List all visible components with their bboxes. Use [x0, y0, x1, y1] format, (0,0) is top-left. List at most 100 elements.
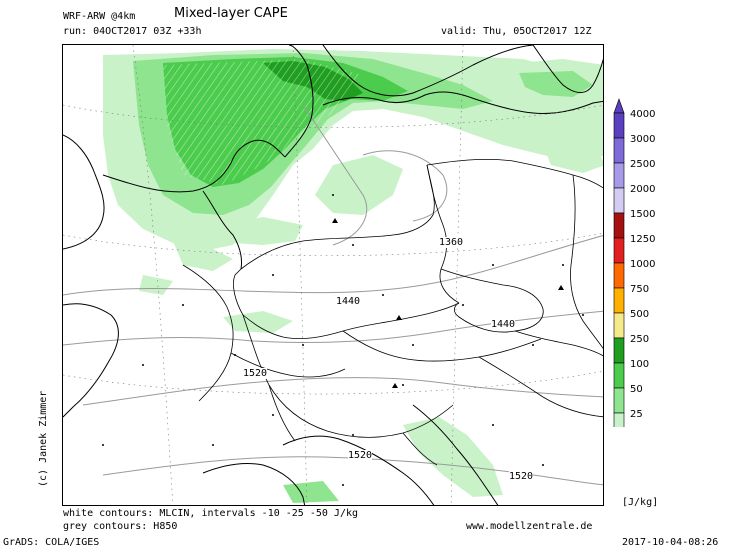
legend-swatch	[613, 412, 625, 427]
run-label: run: 04OCT2017 03Z +33h	[63, 26, 202, 37]
legend-label: 2000	[630, 184, 655, 195]
city-dot	[332, 194, 334, 196]
cape-area-hatched	[163, 59, 363, 185]
cape-area-bottom	[283, 481, 339, 503]
cape-area-central-1	[315, 155, 403, 215]
legend-swatch	[613, 287, 625, 314]
grid-line	[132, 45, 174, 505]
cape-area-ne-east	[543, 141, 603, 173]
city-dot	[182, 304, 184, 306]
coastline-east-sweden	[532, 45, 603, 93]
city-dot	[352, 434, 354, 436]
valid-label: valid: Thu, 05OCT2017 12Z	[441, 26, 592, 37]
author-credit: (c) Janek Zimmer	[38, 390, 49, 487]
legend-label: 500	[630, 309, 649, 320]
legend-label: 2500	[630, 159, 655, 170]
border-germany-east	[426, 164, 460, 304]
legend-label: 1000	[630, 259, 655, 270]
peak-marker	[392, 383, 398, 388]
legend-swatch	[613, 237, 625, 264]
border-ukraine	[570, 174, 603, 349]
coastline-mediterranean	[202, 462, 306, 505]
contour-label: 1520	[243, 368, 268, 379]
chart-title: Mixed-layer CAPE	[174, 6, 288, 21]
coastline-italy	[282, 435, 435, 505]
footer-software: GrADS: COLA/IGES	[3, 537, 100, 548]
city-dot	[234, 354, 236, 356]
border-germany-north	[240, 164, 435, 270]
h850-contour	[82, 377, 603, 406]
h850-contour	[63, 310, 603, 346]
legend-swatch	[613, 112, 625, 139]
border-austria	[342, 330, 542, 362]
city-dot	[582, 314, 584, 316]
coastline-scandinavia	[322, 45, 534, 97]
border-france-belgium	[182, 264, 234, 402]
border-poland	[426, 158, 603, 189]
grid-line	[63, 371, 603, 395]
cape-area-east-mid	[519, 71, 593, 97]
border-hungary	[478, 356, 603, 418]
border-alps	[242, 314, 454, 438]
legend-colorbar: 4000 3000 2500 2000 1500 1250 1000 750 500 250 100…	[613, 98, 655, 427]
legend-swatch	[613, 362, 625, 389]
coastline-netherlands	[202, 190, 242, 270]
legend-swatch	[613, 137, 625, 164]
coastline-uk	[63, 134, 105, 250]
legend-label: 100	[630, 359, 649, 370]
city-dot	[532, 344, 534, 346]
cape-map	[63, 45, 603, 505]
coastline-denmark	[284, 45, 314, 158]
border-slovakia	[514, 330, 603, 357]
city-dot	[462, 304, 464, 306]
coastline-france-west	[63, 303, 119, 418]
city-dot	[492, 424, 494, 426]
map-panel: 1360 1440 1440 1520 1520 1520	[62, 44, 604, 506]
cape-area-west	[173, 241, 233, 271]
city-dot	[272, 274, 274, 276]
footer-timestamp: 2017-10-04-08:26	[622, 537, 719, 548]
footer-white-contours: white contours: MLCIN, intervals -10 -25…	[63, 508, 359, 519]
legend-label: 3000	[630, 134, 655, 145]
legend-label: 750	[630, 284, 649, 295]
city-dot	[142, 364, 144, 366]
peak-marker	[396, 315, 402, 320]
city-dot	[382, 294, 384, 296]
peak-marker	[332, 218, 338, 223]
contour-label: 1440	[336, 296, 361, 307]
legend-unit: [J/kg]	[622, 497, 659, 508]
contour-label: 1520	[348, 450, 373, 461]
legend-swatch	[613, 312, 625, 339]
legend-label: 250	[630, 334, 649, 345]
city-dot	[402, 384, 404, 386]
coastlines	[63, 45, 603, 505]
legend-swatch	[613, 187, 625, 214]
h850-contours	[63, 104, 603, 486]
country-borders	[182, 158, 603, 466]
legend-label: 25	[630, 409, 643, 420]
contour-label: 1440	[491, 319, 516, 330]
footer-grey-contours: grey contours: H850	[63, 521, 178, 532]
city-dot	[412, 344, 414, 346]
coastline-adriatic-east	[412, 404, 499, 505]
city-dot	[272, 414, 274, 416]
border-italy-north	[268, 384, 296, 442]
grid-line	[450, 45, 464, 505]
grid-line	[292, 45, 308, 505]
legend-swatch	[613, 387, 625, 414]
legend-swatch	[613, 337, 625, 364]
contour-label: 1520	[509, 471, 534, 482]
legend-swatch	[613, 162, 625, 189]
cape-area-south-1	[223, 311, 293, 333]
legend-swatch	[613, 262, 625, 289]
model-label: WRF-ARW @4km	[63, 11, 136, 22]
city-dot	[352, 244, 354, 246]
city-dot	[562, 264, 564, 266]
city-dot	[302, 344, 304, 346]
border-swiss	[230, 352, 346, 378]
peak-markers	[332, 218, 564, 388]
city-dot	[102, 444, 104, 446]
city-dots	[102, 194, 584, 486]
city-dot	[212, 444, 214, 446]
city-dot	[492, 264, 494, 266]
